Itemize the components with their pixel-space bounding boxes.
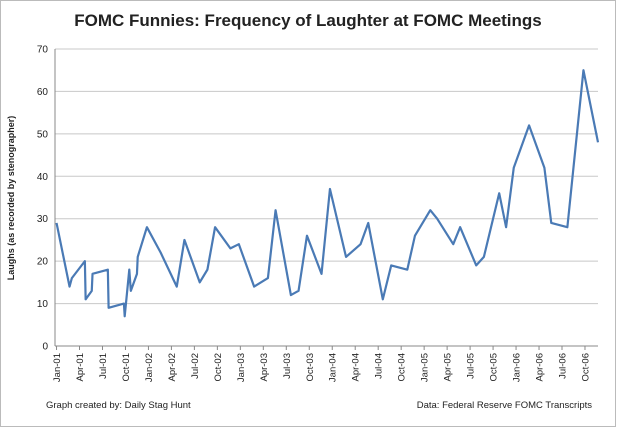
x-tick-label: Jul-05 bbox=[466, 353, 477, 379]
x-tick-label: Jan-05 bbox=[420, 353, 431, 382]
y-tick-label: 50 bbox=[37, 129, 49, 140]
x-tick-label: Apr-05 bbox=[443, 353, 454, 382]
x-tick-label: Jul-06 bbox=[558, 353, 569, 379]
x-tick-label: Jan-06 bbox=[512, 353, 523, 382]
y-tick-label: 10 bbox=[37, 299, 49, 310]
y-tick-label: 60 bbox=[37, 87, 49, 98]
x-tick-label: Jan-03 bbox=[236, 353, 247, 382]
x-tick-label: Apr-01 bbox=[75, 353, 86, 382]
x-tick-label: Oct-03 bbox=[305, 353, 316, 382]
x-tick-label: Jan-04 bbox=[328, 353, 339, 382]
y-axis-label: Laughs (as recorded by stenographer) bbox=[6, 116, 16, 281]
data-line bbox=[55, 69, 600, 318]
x-tick-label: Jul-03 bbox=[282, 353, 293, 379]
footer-left: Graph created by: Daily Stag Hunt bbox=[46, 400, 191, 411]
x-tick-label: Apr-04 bbox=[351, 353, 362, 382]
x-tick-label: Oct-04 bbox=[397, 353, 408, 382]
y-tick-label: 0 bbox=[42, 342, 48, 353]
y-tick-label: 30 bbox=[37, 214, 49, 225]
chart-title: FOMC Funnies: Frequency of Laughter at F… bbox=[74, 11, 542, 30]
x-tick-label: Apr-06 bbox=[535, 353, 546, 382]
y-tick-label: 40 bbox=[37, 172, 49, 183]
x-tick-label: Jan-01 bbox=[52, 353, 63, 382]
y-tick-label: 20 bbox=[37, 257, 49, 268]
x-tick-label: Apr-02 bbox=[167, 353, 178, 382]
x-tick-label: Oct-05 bbox=[489, 353, 500, 382]
y-tick-label: 70 bbox=[37, 45, 49, 56]
x-tick-label: Apr-03 bbox=[259, 353, 270, 382]
x-tick-label: Oct-01 bbox=[121, 353, 132, 382]
x-tick-label: Jan-02 bbox=[144, 353, 155, 382]
x-tick-label: Oct-06 bbox=[580, 353, 591, 382]
x-tick-label: Jul-04 bbox=[374, 353, 385, 379]
x-tick-label: Jul-01 bbox=[98, 353, 109, 379]
x-tick-label: Oct-02 bbox=[213, 353, 224, 382]
footer-right: Data: Federal Reserve FOMC Transcripts bbox=[417, 400, 593, 411]
x-tick-label: Jul-02 bbox=[190, 353, 201, 379]
